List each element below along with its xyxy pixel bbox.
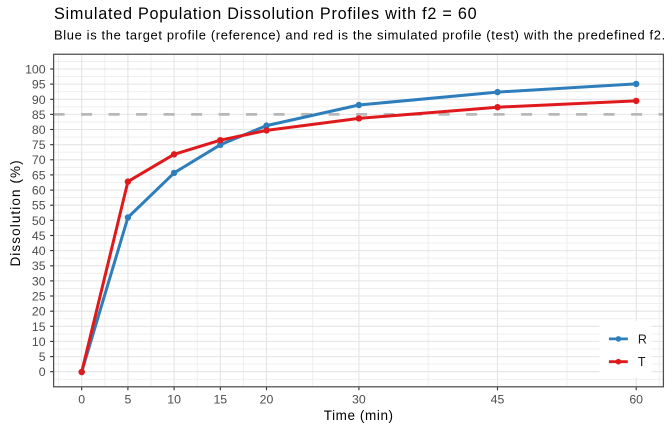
svg-text:10: 10 — [167, 392, 181, 406]
svg-text:70: 70 — [32, 153, 46, 167]
svg-text:60: 60 — [629, 392, 643, 406]
svg-text:5: 5 — [39, 350, 46, 364]
svg-text:45: 45 — [32, 229, 46, 243]
svg-text:5: 5 — [124, 392, 131, 406]
svg-text:Blue is the target profile (re: Blue is the target profile (reference) a… — [54, 28, 666, 43]
svg-text:35: 35 — [32, 259, 46, 273]
svg-text:90: 90 — [32, 93, 46, 107]
svg-text:15: 15 — [32, 320, 46, 334]
svg-text:Dissolution (%): Dissolution (%) — [8, 159, 23, 266]
svg-text:Simulated Population Dissoluti: Simulated Population Dissolution Profile… — [54, 5, 477, 23]
svg-text:0: 0 — [39, 365, 46, 379]
svg-text:25: 25 — [32, 289, 46, 303]
svg-text:85: 85 — [32, 108, 46, 122]
svg-text:30: 30 — [32, 274, 46, 288]
svg-text:65: 65 — [32, 168, 46, 182]
svg-text:10: 10 — [32, 335, 46, 349]
svg-text:Time (min): Time (min) — [324, 408, 394, 423]
svg-text:0: 0 — [78, 392, 85, 406]
svg-text:45: 45 — [491, 392, 505, 406]
svg-text:30: 30 — [352, 392, 366, 406]
svg-text:20: 20 — [260, 392, 274, 406]
svg-text:20: 20 — [32, 305, 46, 319]
svg-text:55: 55 — [32, 199, 46, 213]
svg-text:R: R — [638, 332, 647, 346]
svg-text:80: 80 — [32, 123, 46, 137]
svg-text:60: 60 — [32, 184, 46, 198]
svg-text:15: 15 — [213, 392, 227, 406]
svg-text:95: 95 — [32, 78, 46, 92]
svg-text:50: 50 — [32, 214, 46, 228]
svg-text:T: T — [638, 355, 646, 369]
svg-text:40: 40 — [32, 244, 46, 258]
svg-text:75: 75 — [32, 138, 46, 152]
svg-text:100: 100 — [25, 63, 46, 77]
